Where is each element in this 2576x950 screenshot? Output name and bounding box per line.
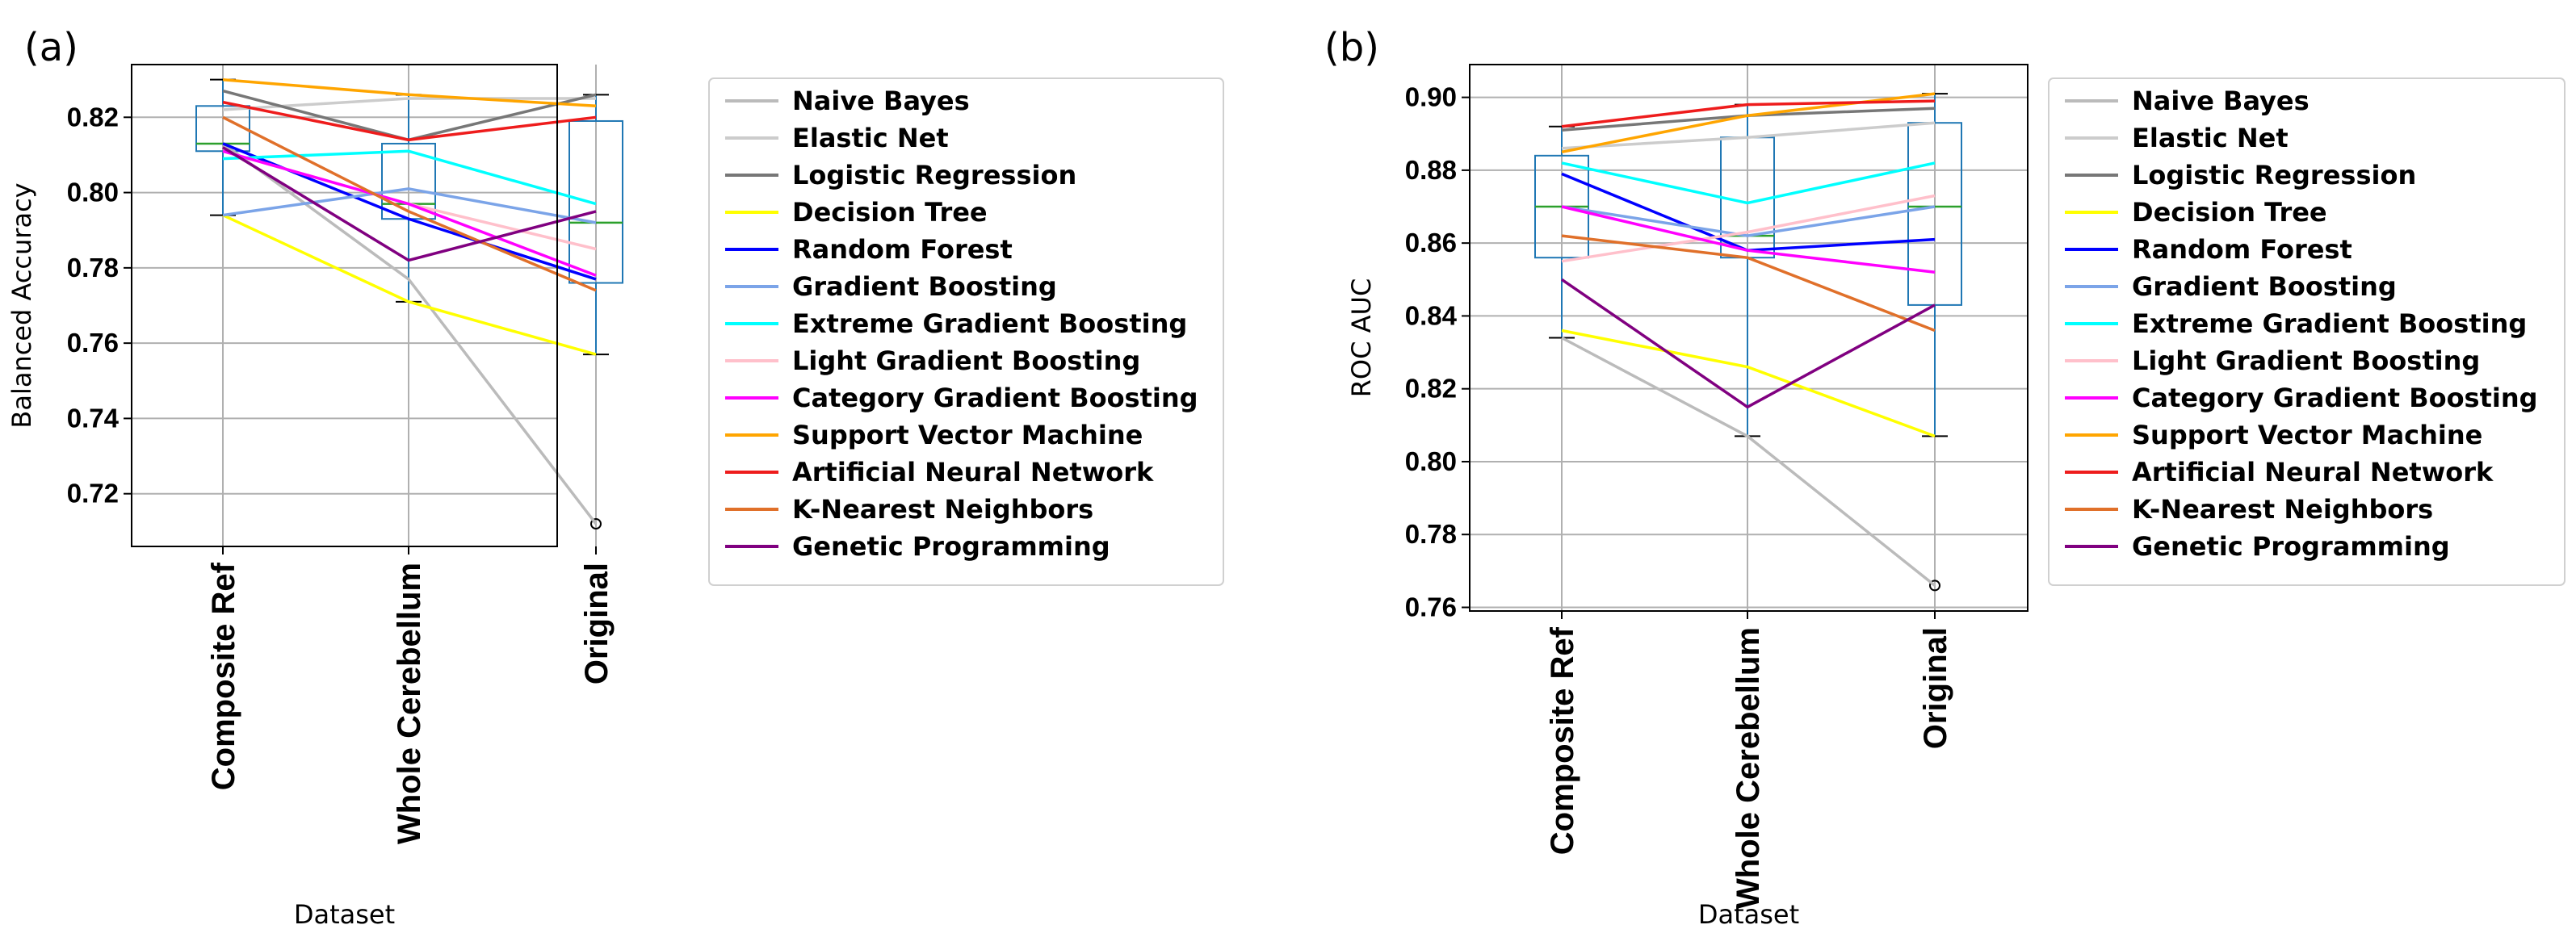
legend-label-decision-tree: Decision Tree — [2132, 197, 2327, 228]
legend-label-extreme-gradient-boosting: Extreme Gradient Boosting — [2132, 308, 2527, 339]
series-line-support-vector-machine — [222, 77, 597, 108]
legend: Naive Bayes Elastic Net Logistic Regressio… — [2048, 77, 2566, 586]
x-tick-label: Whole Cerebellum — [392, 563, 427, 844]
legend-label-random-forest: Random Forest — [2132, 234, 2352, 265]
x-tick-label: Whole Cerebellum — [1731, 627, 1766, 909]
legend-label-gradient-boosting: Gradient Boosting — [792, 271, 1057, 302]
legend-label-decision-tree: Decision Tree — [792, 197, 988, 228]
series-line-genetic-programming — [1561, 278, 1936, 409]
legend-label-naive-bayes: Naive Bayes — [792, 86, 970, 116]
series-line-gradient-boosting — [222, 187, 597, 224]
series-line-artificial-neural-network — [222, 100, 597, 142]
legend-label-k-nearest-neighbors: K-Nearest Neighbors — [792, 494, 1093, 525]
y-tick-label: 0.84 — [1405, 300, 1458, 330]
series-line-elastic-net — [1561, 121, 1936, 150]
x-tick-label: Original — [1918, 627, 1953, 749]
plot-border — [131, 64, 558, 547]
legend: Naive Bayes Elastic Net Logistic Regressio… — [708, 77, 1224, 586]
y-tick-label: 0.78 — [1405, 519, 1457, 549]
x-tick-label: Composite Ref — [206, 562, 241, 790]
y-tick-label: 0.78 — [67, 253, 119, 282]
legend-label-genetic-programming: Genetic Programming — [2132, 531, 2450, 562]
x-tick-label: Original — [579, 563, 615, 684]
x-axis-title: Dataset — [1698, 899, 1799, 930]
x-tick-label: Composite Ref — [1545, 626, 1580, 855]
y-tick-label: 0.80 — [67, 178, 119, 207]
series-line-extreme-gradient-boosting — [1561, 161, 1936, 205]
legend-label-light-gradient-boosting: Light Gradient Boosting — [2132, 345, 2480, 376]
series-line-k-nearest-neighbors — [222, 115, 597, 292]
legend-label-logistic-regression: Logistic Regression — [792, 160, 1076, 190]
series-line-artificial-neural-network — [1561, 99, 1936, 128]
legend-label-elastic-net: Elastic Net — [792, 123, 949, 153]
legend-label-light-gradient-boosting: Light Gradient Boosting — [792, 345, 1140, 376]
y-tick-label: 0.82 — [1405, 374, 1457, 404]
legend-label-category-gradient-boosting: Category Gradient Boosting — [2132, 383, 2538, 413]
y-tick-label: 0.90 — [1405, 82, 1457, 112]
series-line-category-gradient-boosting — [222, 149, 597, 277]
legend-label-category-gradient-boosting: Category Gradient Boosting — [792, 383, 1198, 413]
series-line-naive-bayes — [221, 142, 598, 525]
box-outlier — [590, 518, 602, 530]
series-line-extreme-gradient-boosting — [222, 149, 597, 206]
series-line-decision-tree — [1561, 329, 1936, 438]
legend-label-extreme-gradient-boosting: Extreme Gradient Boosting — [792, 308, 1187, 339]
box-outlier — [1929, 580, 1940, 592]
series-line-gradient-boosting — [1561, 205, 1936, 237]
panel-label: (a) — [24, 25, 78, 70]
legend-label-elastic-net: Elastic Net — [2132, 123, 2289, 153]
legend-label-naive-bayes: Naive Bayes — [2132, 86, 2310, 116]
series-line-category-gradient-boosting — [1561, 205, 1936, 274]
legend-label-random-forest: Random Forest — [792, 234, 1013, 265]
series-line-decision-tree — [222, 214, 597, 356]
legend-frame — [2048, 77, 2566, 586]
legend-label-logistic-regression: Logistic Regression — [2132, 160, 2416, 190]
y-tick-label: 0.88 — [1405, 155, 1457, 185]
y-axis-title: Balanced Accuracy — [6, 182, 37, 428]
plot-border — [1469, 64, 2028, 612]
legend-label-support-vector-machine: Support Vector Machine — [2132, 420, 2482, 450]
y-tick-label: 0.74 — [67, 403, 120, 433]
panel-b: (b) 0.76 0.78 0.80 0.82 0.84 0.86 0.88 0.90 Compo… — [1324, 25, 2566, 930]
y-tick-label: 0.80 — [1405, 446, 1457, 476]
series-line-naive-bayes — [1561, 336, 1936, 587]
y-tick-label: 0.86 — [1405, 228, 1457, 257]
panel-label: (b) — [1324, 25, 1379, 70]
y-tick-label: 0.82 — [67, 102, 119, 132]
legend-label-support-vector-machine: Support Vector Machine — [792, 420, 1143, 450]
legend-label-artificial-neural-network: Artificial Neural Network — [792, 457, 1154, 488]
series-line-genetic-programming — [222, 146, 597, 262]
box-iqr — [568, 119, 623, 284]
x-axis-title: Dataset — [294, 899, 395, 930]
plot-area — [131, 64, 558, 547]
panel-a: (a) 0.72 0.74 0.76 0.78 0.80 0.82 Composite Ref… — [6, 25, 1224, 930]
legend-label-gradient-boosting: Gradient Boosting — [2132, 271, 2397, 302]
legend-label-artificial-neural-network: Artificial Neural Network — [2132, 457, 2494, 488]
series-line-light-gradient-boosting — [1561, 194, 1936, 263]
y-tick-label: 0.76 — [1405, 592, 1457, 621]
y-tick-label: 0.76 — [67, 328, 119, 358]
legend-frame — [708, 77, 1224, 586]
y-tick-label: 0.72 — [67, 479, 119, 508]
box-iqr — [195, 105, 250, 153]
legend-label-k-nearest-neighbors: K-Nearest Neighbors — [2132, 494, 2433, 525]
series-line-k-nearest-neighbors — [1561, 234, 1936, 333]
y-axis-title: ROC AUC — [1346, 278, 1377, 398]
legend-label-genetic-programming: Genetic Programming — [792, 531, 1110, 562]
